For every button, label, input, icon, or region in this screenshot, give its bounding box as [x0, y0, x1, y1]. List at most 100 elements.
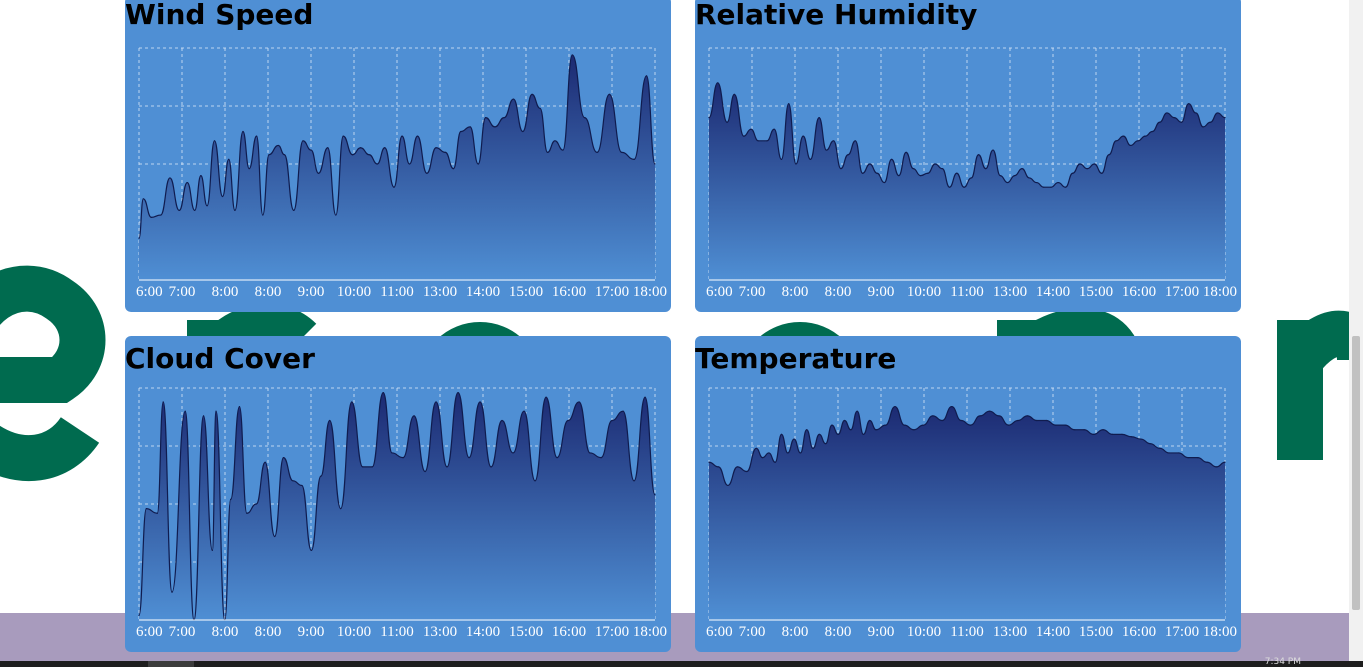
data-point [934, 163, 936, 165]
scrollbar-thumb[interactable] [1352, 336, 1360, 610]
data-point [362, 466, 364, 468]
x-tick-label: 11:00 [380, 624, 414, 640]
x-tick-label: 13:00 [423, 624, 457, 640]
x-tick-label: 15:00 [1079, 624, 1113, 640]
data-point [890, 158, 893, 160]
relative-humidity-x-ticks: 6:00 7:00 8:00 8:00 9:00 10:00 11:00 13:00 14:00… [706, 284, 1237, 300]
data-point [708, 461, 710, 463]
data-point [408, 163, 411, 165]
data-point [1086, 168, 1088, 170]
x-tick-label: 18:00 [1203, 624, 1237, 640]
x-tick-label: 14:00 [1036, 624, 1070, 640]
x-tick-label: 17:00 [595, 284, 629, 300]
data-point [1168, 452, 1170, 454]
data-point [512, 452, 514, 454]
data-point [1050, 186, 1052, 188]
data-point [862, 172, 864, 174]
data-point [1043, 186, 1045, 188]
x-tick-label: 14:00 [1036, 284, 1070, 300]
wind-speed-points [138, 54, 656, 239]
data-point [359, 147, 362, 149]
data-point [825, 443, 827, 445]
data-point [1101, 172, 1103, 174]
data-point [1197, 457, 1199, 459]
data-point [1093, 163, 1096, 165]
data-point [645, 75, 648, 77]
vertical-scrollbar[interactable] [1349, 0, 1363, 661]
data-point [457, 392, 459, 394]
data-point [351, 401, 353, 403]
wind-speed-panel: 6:00 7:00 8:00 8:00 9:00 10:00 11:00 13:00 14:00… [125, 0, 671, 312]
taskbar-clock: 7:34 PM [1264, 657, 1301, 667]
wind-speed-chart: 6:00 7:00 8:00 8:00 9:00 10:00 11:00 13:00 14:00… [136, 47, 667, 300]
data-point [1111, 433, 1114, 435]
data-point [554, 140, 556, 142]
data-point [787, 452, 789, 454]
data-point [970, 177, 972, 179]
temperature-x-ticks: 6:00 7:00 8:00 8:00 9:00 10:00 11:00 13:00 14:00… [706, 624, 1237, 640]
data-point [726, 121, 728, 123]
data-point [1055, 424, 1057, 426]
data-point [941, 419, 943, 422]
data-point [622, 410, 624, 412]
data-point [818, 117, 820, 119]
data-point [596, 151, 598, 153]
wind-speed-line [138, 54, 656, 239]
data-point [145, 508, 147, 510]
data-point [546, 151, 549, 153]
data-point [317, 172, 320, 174]
data-point [799, 452, 802, 454]
data-point [856, 410, 858, 412]
data-point [571, 54, 573, 56]
data-point [351, 154, 354, 156]
data-point [1149, 443, 1151, 445]
data-point [768, 452, 770, 454]
data-point [479, 401, 481, 403]
data-point [1064, 424, 1066, 426]
data-point [142, 198, 144, 200]
x-tick-label: 7:00 [739, 284, 766, 300]
data-point [780, 158, 783, 160]
data-point [825, 149, 827, 151]
data-point [840, 168, 842, 170]
data-point [850, 429, 852, 431]
data-point [869, 419, 871, 422]
wind-speed-x-ticks: 6:00 7:00 8:00 8:00 9:00 10:00 11:00 13:00 14:00… [136, 284, 667, 300]
data-point [812, 447, 814, 449]
wind-speed-title: Wind Speed [125, 0, 314, 31]
data-point [992, 149, 994, 151]
data-point [1178, 452, 1180, 454]
data-point [1206, 461, 1208, 463]
x-tick-label: 10:00 [907, 284, 941, 300]
data-point [970, 424, 972, 426]
x-tick-label: 11:00 [950, 284, 984, 300]
data-point [485, 117, 487, 119]
data-point [178, 209, 180, 211]
taskbar-active-app[interactable] [148, 661, 194, 667]
data-point [854, 140, 856, 142]
data-point [228, 158, 230, 160]
temperature-panel: 6:00 7:00 8:00 8:00 9:00 10:00 11:00 13:00 14:00… [695, 336, 1241, 652]
data-point [162, 401, 164, 403]
data-point [268, 154, 270, 156]
cloud-cover-area [139, 392, 655, 620]
data-point [960, 419, 962, 422]
data-point [898, 175, 900, 177]
data-point [1215, 466, 1218, 468]
x-tick-label: 6:00 [136, 624, 163, 640]
data-point [215, 410, 217, 412]
data-point [862, 433, 865, 435]
data-point [1079, 163, 1081, 165]
data-point [999, 175, 1001, 177]
x-tick-label: 16:00 [1122, 284, 1156, 300]
data-point [922, 424, 924, 426]
data-point [633, 480, 635, 482]
data-point [1166, 112, 1168, 114]
data-point [329, 419, 331, 422]
data-point [531, 93, 533, 95]
data-point [184, 410, 186, 412]
data-point [1224, 117, 1226, 119]
x-tick-label: 18:00 [1203, 284, 1237, 300]
data-point [293, 209, 295, 211]
data-point [869, 163, 871, 165]
